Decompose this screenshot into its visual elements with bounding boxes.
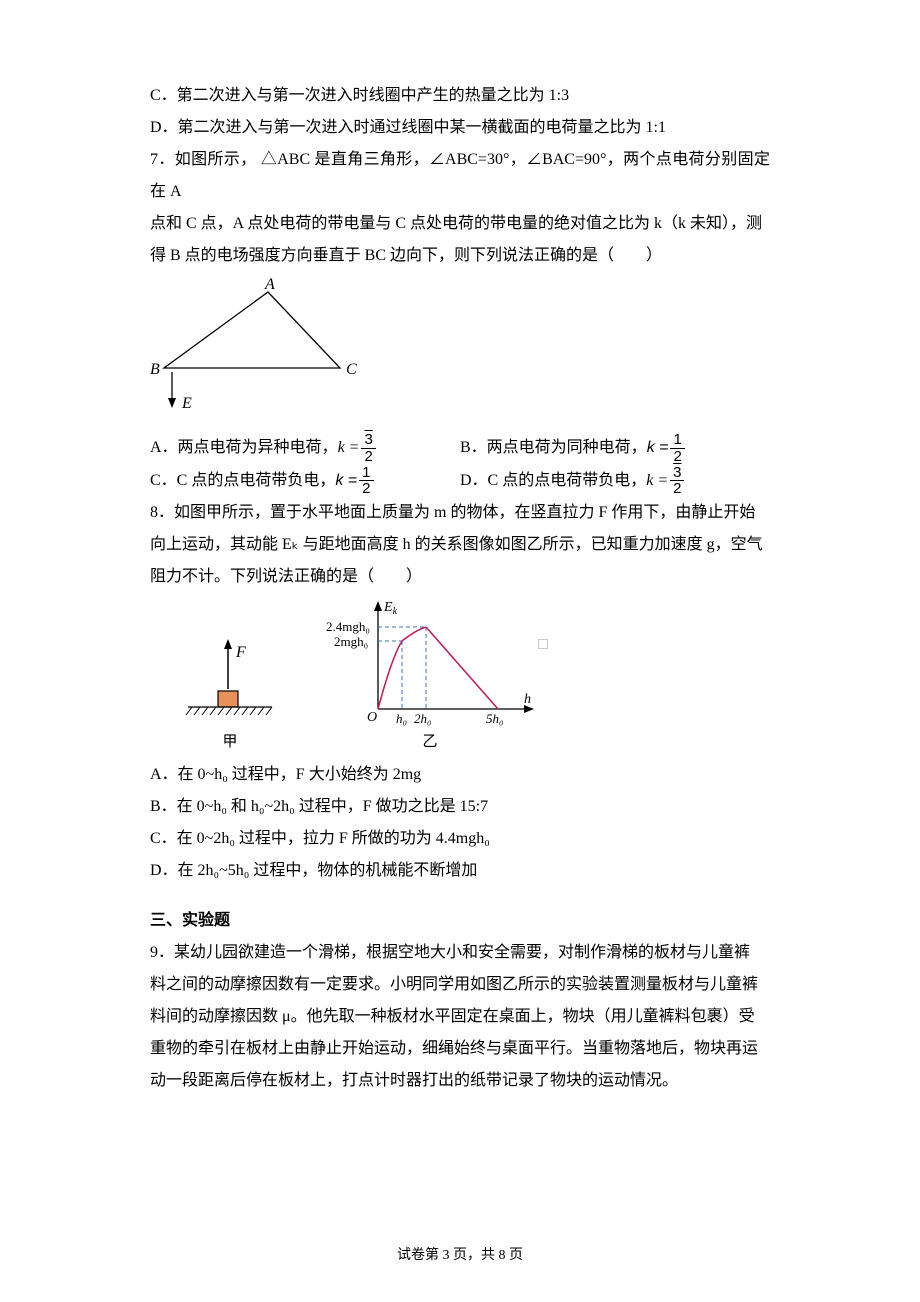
q8-option-a: A．在 0~h₀ 过程中，F 大小始终为 2mg: [150, 759, 770, 791]
xtick-2h0: 2h₀: [414, 711, 432, 726]
triangle-diagram: A B C E: [150, 278, 360, 418]
q7-opt-c-text: C．C 点的点电荷带负电，: [150, 465, 335, 497]
q7-opt-b-text: B．两点电荷为同种电荷，: [460, 432, 647, 464]
page-footer: 试卷第 3 页，共 8 页: [0, 1242, 920, 1270]
label-c: C: [346, 361, 357, 378]
label-e: E: [181, 395, 192, 412]
q9-line-5: 动一段距离后停在板材上，打点计时器打出的纸带记录了物块的运动情况。: [150, 1065, 770, 1097]
q8-option-c: C．在 0~2h₀ 过程中，拉力 F 所做的功为 4.4mgh₀: [150, 823, 770, 855]
xtick-5h0: 5h₀: [486, 711, 504, 726]
jia-caption: 甲: [222, 727, 237, 757]
q7-options-row-2: C．C 点的点电荷带负电， k = 1 2 D．C 点的点电荷带负电， k = …: [150, 465, 770, 498]
yi-caption: 乙: [422, 727, 437, 757]
q7-figure: A B C E: [150, 278, 770, 430]
q8-jia: F 甲: [180, 627, 280, 757]
frac-d: 3 2: [670, 465, 684, 498]
q8-figures: F 甲: [180, 597, 770, 757]
q7-stem-2: 点和 C 点，A 点处电荷的带电量与 C 点处电荷的带电量的绝对值之比为 k（k…: [150, 208, 770, 240]
q7-options-row-1: A．两点电荷为异种电荷， k = 3 2 B．两点电荷为同种电荷， k = 1 …: [150, 432, 770, 465]
x-axis-label: h: [524, 692, 531, 707]
k-eq-a: k =: [338, 432, 360, 464]
frac-b: 1 2: [670, 432, 684, 465]
label-b: B: [150, 361, 160, 378]
k-eq-c: k =: [335, 465, 357, 497]
q8-stem-3: 阻力不计。下列说法正确的是（ ）: [150, 561, 770, 593]
k-eq-d: k =: [646, 465, 668, 497]
q7-stem-1: 7．如图所示， △ABC 是直角三角形，∠ABC=30°，∠BAC=90°，两个…: [150, 144, 770, 208]
q6-option-d: D．第二次进入与第一次进入时通过线圈中某一横截面的电荷量之比为 1:1: [150, 112, 770, 144]
q9-line-4: 重物的牵引在板材上由静止开始运动，细绳始终与桌面平行。当重物落地后，物块再运: [150, 1033, 770, 1065]
ytick-2.4: 2.4mgh₀: [326, 619, 370, 634]
frac-c: 1 2: [359, 465, 373, 498]
q8-stem-1: 8．如图甲所示，置于水平地面上质量为 m 的物体，在竖直拉力 F 作用下，由静止…: [150, 497, 770, 529]
q7-stem-3: 得 B 点的电场强度方向垂直于 BC 边向下，则下列说法正确的是（ ）: [150, 240, 770, 272]
q7-opt-a-text: A．两点电荷为异种电荷，: [150, 432, 338, 464]
label-a: A: [264, 278, 275, 293]
q9-line-1: 9．某幼儿园欲建造一个滑梯，根据空地大小和安全需要，对制作滑梯的板材与儿童裤: [150, 937, 770, 969]
q7-option-a: A．两点电荷为异种电荷， k = 3 2: [150, 432, 460, 465]
watermark-icon: [538, 639, 548, 649]
frac-a: 3 2: [361, 432, 375, 465]
y-axis-label: Ek: [383, 600, 398, 617]
q9-line-2: 料之间的动摩擦因数有一定要求。小明同学用如图乙所示的实验装置测量板材与儿童裤: [150, 969, 770, 1001]
q8-stem-2: 向上运动，其动能 Eₖ 与距地面高度 h 的关系图像如图乙所示，已知重力加速度 …: [150, 529, 770, 561]
q7-opt-d-text: D．C 点的点电荷带负电，: [460, 465, 646, 497]
ytick-2: 2mgh₀: [334, 634, 368, 649]
jia-diagram: F: [180, 627, 280, 727]
q6-option-c: C．第二次进入与第一次进入时线圈中产生的热量之比为 1:3: [150, 80, 770, 112]
q7-option-b: B．两点电荷为同种电荷， k = 1 2: [460, 432, 770, 465]
yi-chart: Ek h O 2.4mgh₀ 2mgh₀ h₀ 2h₀ 5h₀: [320, 597, 540, 727]
q9-line-3: 料间的动摩擦因数 μ。他先取一种板材水平固定在桌面上，物块（用儿童裤料包裹）受: [150, 1001, 770, 1033]
section-3-heading: 三、实验题: [150, 905, 770, 937]
origin-label: O: [367, 710, 377, 725]
q8-yi: Ek h O 2.4mgh₀ 2mgh₀ h₀ 2h₀ 5h₀ 乙: [320, 597, 540, 757]
k-eq-b: k =: [647, 432, 669, 464]
q7-option-c: C．C 点的点电荷带负电， k = 1 2: [150, 465, 460, 498]
page: C．第二次进入与第一次进入时线圈中产生的热量之比为 1:3 D．第二次进入与第一…: [0, 0, 920, 1302]
q8-option-d: D．在 2h₀~5h₀ 过程中，物体的机械能不断增加: [150, 855, 770, 887]
label-f: F: [235, 644, 246, 661]
q7-option-d: D．C 点的点电荷带负电， k = 3 2: [460, 465, 770, 498]
xtick-h0: h₀: [396, 711, 407, 726]
q8-option-b: B．在 0~h₀ 和 h₀~2h₀ 过程中，F 做功之比是 15:7: [150, 791, 770, 823]
